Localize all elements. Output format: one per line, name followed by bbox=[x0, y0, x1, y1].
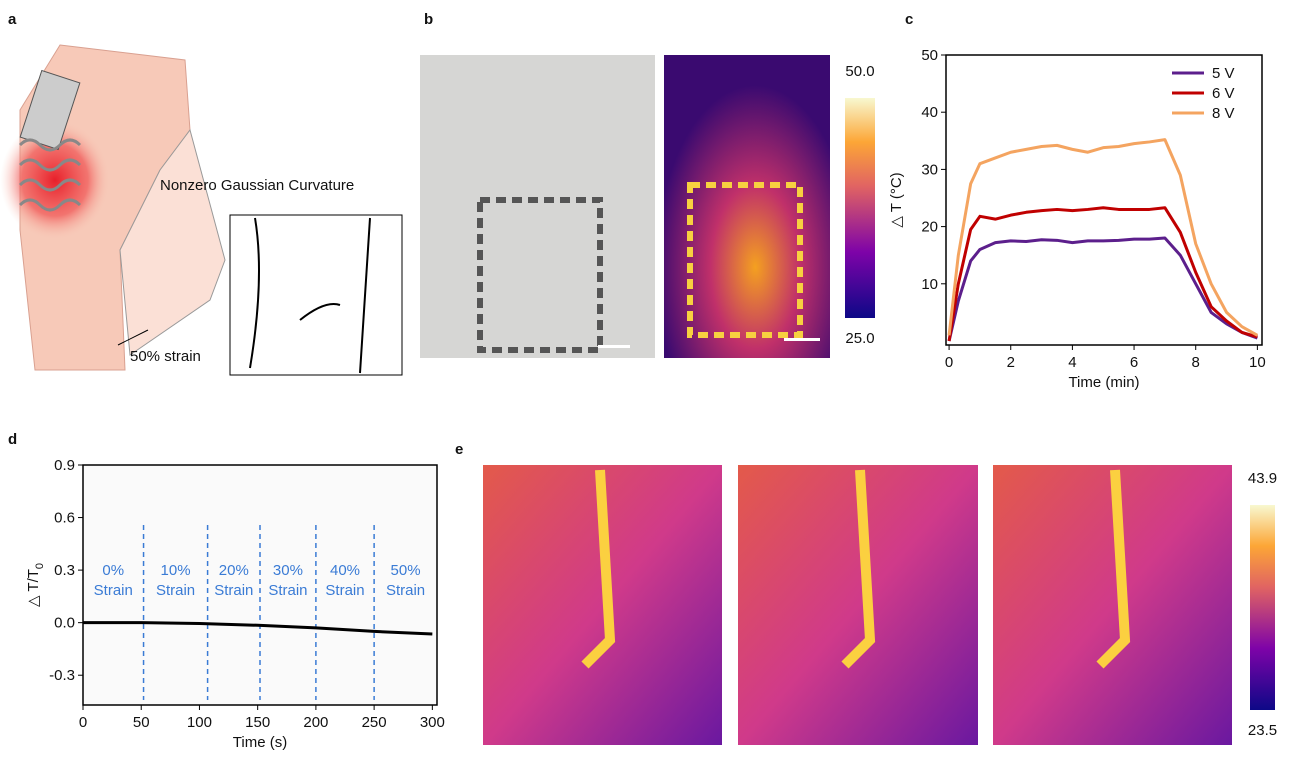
strain-label: Strain bbox=[325, 582, 364, 599]
x-tick-label: 200 bbox=[303, 714, 328, 731]
strain-label: 10% bbox=[161, 562, 191, 579]
thermal-heater bbox=[687, 182, 803, 338]
colorbar-label: 50.0 bbox=[845, 63, 874, 80]
colorbar-label: 23.5 bbox=[1248, 722, 1277, 739]
y-tick-label: 40 bbox=[921, 104, 938, 121]
y-tick-label: 0.9 bbox=[54, 457, 75, 474]
x-tick-label: 8 bbox=[1192, 354, 1200, 371]
data-line bbox=[947, 236, 1258, 342]
y-tick-label: 50 bbox=[921, 47, 938, 64]
y-tick-label: 30 bbox=[921, 161, 938, 178]
panel-labels: a b c d e bbox=[8, 11, 913, 458]
y-tick-label: -0.3 bbox=[49, 667, 75, 684]
inset-box bbox=[229, 214, 403, 376]
device-photo bbox=[420, 55, 655, 358]
colorbar bbox=[845, 98, 875, 318]
strain-label: Strain bbox=[156, 582, 195, 599]
strain-label: 40% bbox=[330, 562, 360, 579]
plot-frame bbox=[945, 54, 1263, 346]
leg-lower bbox=[119, 128, 226, 356]
knee-illustration: Nonzero Gaussian Curvature 50% strain bbox=[0, 44, 403, 376]
y-axis-title-sub: 0 bbox=[34, 563, 46, 569]
x-tick-label: 300 bbox=[420, 714, 445, 731]
serpentine-heater bbox=[18, 138, 82, 212]
y-tick-label: 0.6 bbox=[54, 510, 75, 527]
strain-arrow bbox=[117, 329, 149, 346]
y-tick-label: 0.3 bbox=[54, 562, 75, 579]
data-line bbox=[947, 206, 1258, 342]
strain-label: Strain bbox=[268, 582, 307, 599]
strain-label: 0% bbox=[102, 562, 124, 579]
y-tick-label: 10 bbox=[921, 276, 938, 293]
x-tick-label: 0 bbox=[79, 714, 87, 731]
strain-label: Strain bbox=[214, 582, 253, 599]
panel-label: b bbox=[424, 11, 433, 28]
y-tick-label: 0.0 bbox=[54, 615, 75, 632]
strain-label: 30% bbox=[273, 562, 303, 579]
y-axis-title: △ T (°C) bbox=[888, 172, 905, 227]
x-tick-label: 2 bbox=[1007, 354, 1015, 371]
strain-label: 50% bbox=[391, 562, 421, 579]
x-tick-label: 6 bbox=[1130, 354, 1138, 371]
x-tick-label: 0 bbox=[945, 354, 953, 371]
y-axis-title-text: △ T/T bbox=[25, 569, 42, 607]
x-axis-title: Time (s) bbox=[233, 734, 287, 751]
legend-label: 8 V bbox=[1212, 105, 1235, 122]
strain-label: 20% bbox=[219, 562, 249, 579]
x-tick-label: 250 bbox=[362, 714, 387, 731]
panel-label: a bbox=[8, 11, 17, 28]
data-line bbox=[83, 621, 433, 636]
panel-label: d bbox=[8, 431, 17, 448]
strain-label: Strain bbox=[386, 582, 425, 599]
inset-sketch bbox=[249, 217, 371, 374]
strain-label: Strain bbox=[94, 582, 133, 599]
y-axis-title: △ T/T0 bbox=[25, 563, 46, 607]
y-axis-title-text: △ T (°C) bbox=[888, 172, 905, 227]
panel-label: c bbox=[905, 11, 913, 28]
x-tick-label: 100 bbox=[187, 714, 212, 731]
legend-label: 6 V bbox=[1212, 85, 1235, 102]
photo-heater bbox=[477, 197, 603, 353]
thermal-device bbox=[581, 469, 1131, 669]
scale-bar bbox=[784, 338, 820, 341]
x-tick-label: 4 bbox=[1068, 354, 1076, 371]
colorbar-label: 43.9 bbox=[1248, 470, 1277, 487]
scale-bar bbox=[598, 345, 630, 348]
x-tick-label: 10 bbox=[1249, 354, 1266, 371]
x-tick-label: 50 bbox=[133, 714, 150, 731]
x-axis-title: Time (min) bbox=[1068, 374, 1139, 391]
y-tick-label: 20 bbox=[921, 219, 938, 236]
panel-label: e bbox=[455, 441, 463, 458]
strain-label: 50% strain bbox=[130, 348, 201, 365]
photo-images bbox=[420, 55, 1275, 745]
x-tick-label: 150 bbox=[245, 714, 270, 731]
heat-glow bbox=[0, 120, 110, 240]
colorbar-label: 25.0 bbox=[845, 330, 874, 347]
colorbar bbox=[1250, 505, 1275, 710]
data-line bbox=[947, 138, 1259, 337]
legend-label: 5 V bbox=[1212, 65, 1235, 82]
curvature-label: Nonzero Gaussian Curvature bbox=[160, 177, 354, 194]
